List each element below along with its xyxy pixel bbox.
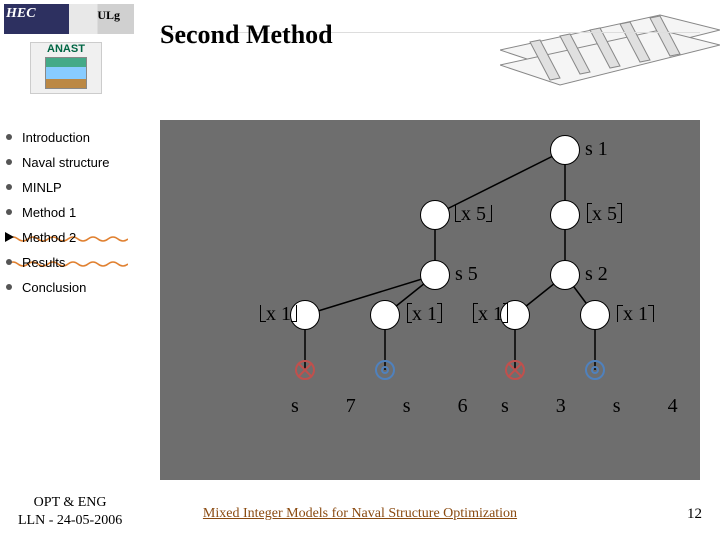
tree-node (550, 200, 580, 230)
cross-mark-icon (294, 359, 316, 381)
hec-logo: HEC ULg (4, 4, 134, 34)
naval-panel-graphic (500, 0, 720, 90)
bullet-icon (6, 284, 12, 290)
nav-item[interactable]: Method 2 (6, 230, 146, 245)
footer-center: Mixed Integer Models for Naval Structure… (0, 506, 720, 522)
nav-item[interactable]: Introduction (6, 130, 146, 145)
tree-node (420, 260, 450, 290)
anast-logo-picture (45, 57, 87, 89)
node-label: x 1 (617, 303, 654, 326)
nav-item[interactable]: MINLP (6, 180, 146, 195)
bullet-icon (6, 259, 12, 265)
ulg-logo-text: ULg (97, 8, 120, 23)
page-title: Second Method (160, 20, 333, 50)
bullet-icon (6, 209, 12, 215)
node-label: x 1 (407, 303, 442, 326)
node-label: x 1 (473, 303, 508, 326)
arrow-icon (5, 232, 14, 242)
nav-item[interactable]: Naval structure (6, 155, 146, 170)
circle-mark-icon (374, 359, 396, 381)
bullet-icon (6, 184, 12, 190)
nav-item[interactable]: Method 1 (6, 205, 146, 220)
nav-item[interactable]: Results (6, 255, 146, 270)
anast-logo-text: ANAST (31, 43, 101, 55)
leaf-labels: s 7 s 6 (291, 395, 468, 418)
leaf-labels: s 3 s 4 (501, 395, 678, 418)
bullet-icon (6, 134, 12, 140)
tree-node (550, 135, 580, 165)
tree-node (580, 300, 610, 330)
nav-item[interactable]: Conclusion (6, 280, 146, 295)
tree-node (370, 300, 400, 330)
node-label: x 5 (455, 203, 492, 226)
cross-mark-icon (504, 359, 526, 381)
nav-list: Introduction Naval structure MINLP Method 1… (6, 130, 146, 305)
tree-edges (160, 120, 700, 480)
nav-item-label: Introduction (22, 130, 90, 145)
tree-node (420, 200, 450, 230)
hec-logo-text: HEC (6, 6, 36, 21)
sidebar: HEC ULg ANAST Introduction Naval structur… (0, 0, 150, 540)
circle-mark-icon (584, 359, 606, 381)
footer-page-number: 12 (687, 506, 702, 523)
nav-item-label: MINLP (22, 180, 62, 195)
node-label: x 5 (587, 203, 622, 226)
nav-item-label: Conclusion (22, 280, 86, 295)
tree-node (550, 260, 580, 290)
node-label: s 5 (455, 263, 478, 286)
nav-item-label: Results (22, 255, 65, 270)
anast-logo: ANAST (30, 42, 102, 94)
node-label: s 2 (585, 263, 608, 286)
bullet-icon (6, 159, 12, 165)
footer: OPT & ENG LLN - 24-05-2006 Mixed Integer… (0, 494, 720, 534)
node-label: x 1 (260, 303, 297, 326)
diagram-area: s 1 x 5 x 5 s 5 s 2 x 1 x 1 x 1 x 1 s 7 s 6 s 3 s … (160, 120, 700, 480)
node-label: s 1 (585, 138, 608, 161)
nav-item-label: Naval structure (22, 155, 109, 170)
nav-item-label: Method 1 (22, 205, 76, 220)
nav-item-label: Method 2 (22, 230, 76, 245)
